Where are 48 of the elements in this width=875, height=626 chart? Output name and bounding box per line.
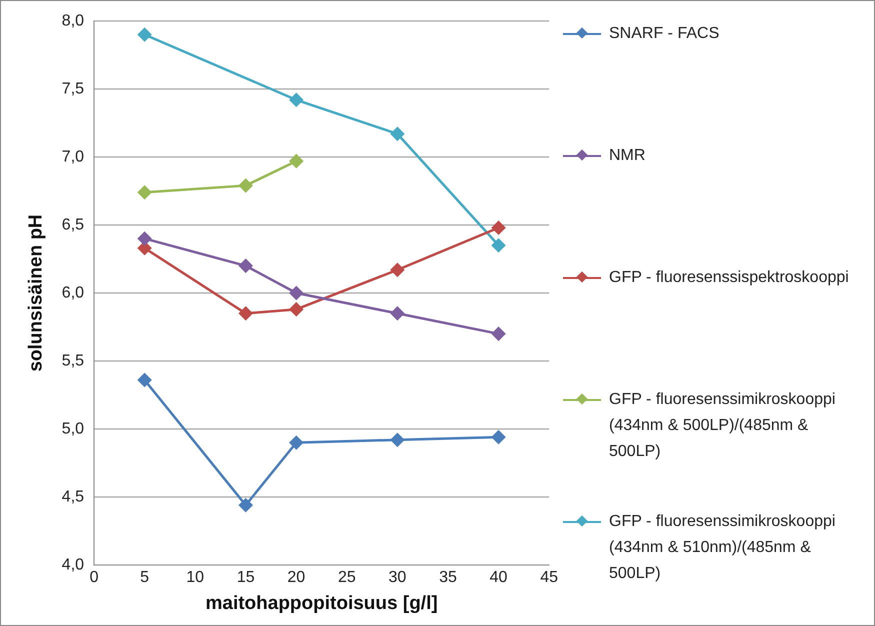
y-tick-label: 8,0 bbox=[62, 12, 84, 30]
x-tick-label: 30 bbox=[388, 569, 406, 586]
point bbox=[138, 186, 152, 200]
y-tick-label: 6,5 bbox=[62, 216, 84, 234]
legend-label: GFP - fluoresenssimikroskooppi (434nm & 510nm)/(485nm & 500LP) bbox=[609, 512, 836, 584]
point bbox=[492, 327, 506, 341]
x-axis-title: maitohappopitoisuus [g/l] bbox=[205, 592, 438, 614]
y-tick-label: 6,0 bbox=[62, 284, 84, 302]
point bbox=[138, 28, 152, 42]
y-tick-label: 4,0 bbox=[62, 556, 84, 574]
point bbox=[238, 178, 252, 192]
y-tick-label: 7,0 bbox=[62, 148, 84, 166]
point bbox=[290, 154, 304, 168]
y-axis-title: solunsisäinen pH bbox=[26, 214, 47, 372]
point bbox=[290, 93, 304, 107]
legend-label: NMR bbox=[609, 146, 646, 166]
legend-label: SNARF - FACS bbox=[609, 24, 720, 44]
x-tick-label: 35 bbox=[439, 569, 457, 586]
point bbox=[290, 302, 304, 316]
point bbox=[390, 127, 404, 141]
x-tick-label: 10 bbox=[186, 569, 204, 586]
x-tick-label: 45 bbox=[540, 569, 558, 586]
point bbox=[492, 220, 506, 234]
x-tick-label: 40 bbox=[490, 569, 508, 586]
point bbox=[390, 433, 404, 447]
point bbox=[238, 498, 252, 512]
point bbox=[290, 286, 304, 300]
x-tick-label: 5 bbox=[140, 569, 150, 586]
x-tick-label: 15 bbox=[236, 569, 255, 586]
legend-label: GFP - fluoresenssispektroskooppi bbox=[609, 268, 849, 288]
x-tick-label: 25 bbox=[338, 569, 356, 586]
x-tick-label: 0 bbox=[90, 569, 99, 586]
y-tick-label: 5,0 bbox=[62, 420, 84, 438]
point bbox=[492, 238, 506, 252]
point bbox=[138, 232, 152, 246]
point bbox=[390, 263, 404, 277]
legend-label: GFP - fluoresenssimikroskooppi (434nm & 500LP)/(485nm & 500LP) bbox=[609, 390, 836, 462]
point bbox=[138, 241, 152, 255]
point bbox=[238, 259, 252, 273]
y-tick-label: 4,5 bbox=[62, 488, 84, 506]
point bbox=[492, 430, 506, 444]
y-tick-label: 7,5 bbox=[62, 80, 84, 98]
point bbox=[138, 373, 152, 387]
x-tick-label: 20 bbox=[287, 569, 306, 586]
point bbox=[290, 436, 304, 450]
point bbox=[238, 306, 252, 320]
y-tick-label: 5,5 bbox=[62, 352, 84, 370]
point bbox=[390, 306, 404, 320]
